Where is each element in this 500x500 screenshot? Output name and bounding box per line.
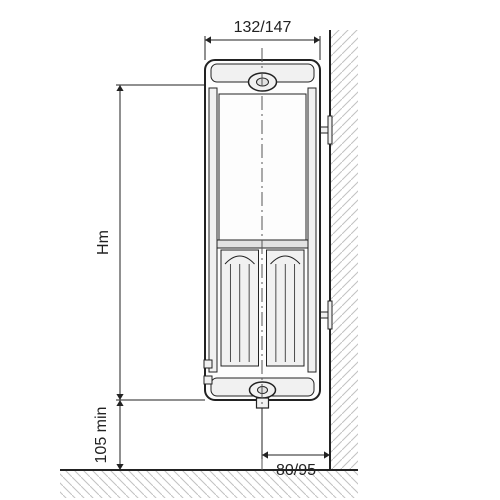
dim-top-width: 132/147 [234,19,292,36]
wall-bracket [320,116,332,144]
dim-bottom-offset: 80/95 [276,462,316,479]
technical-drawing: 132/147 Hm 105 min 80/95 [0,0,500,500]
dim-bottom-gap: 105 min [93,407,110,464]
wall [330,30,358,470]
wall-bracket [320,301,332,329]
dim-height: Hm [95,230,112,255]
